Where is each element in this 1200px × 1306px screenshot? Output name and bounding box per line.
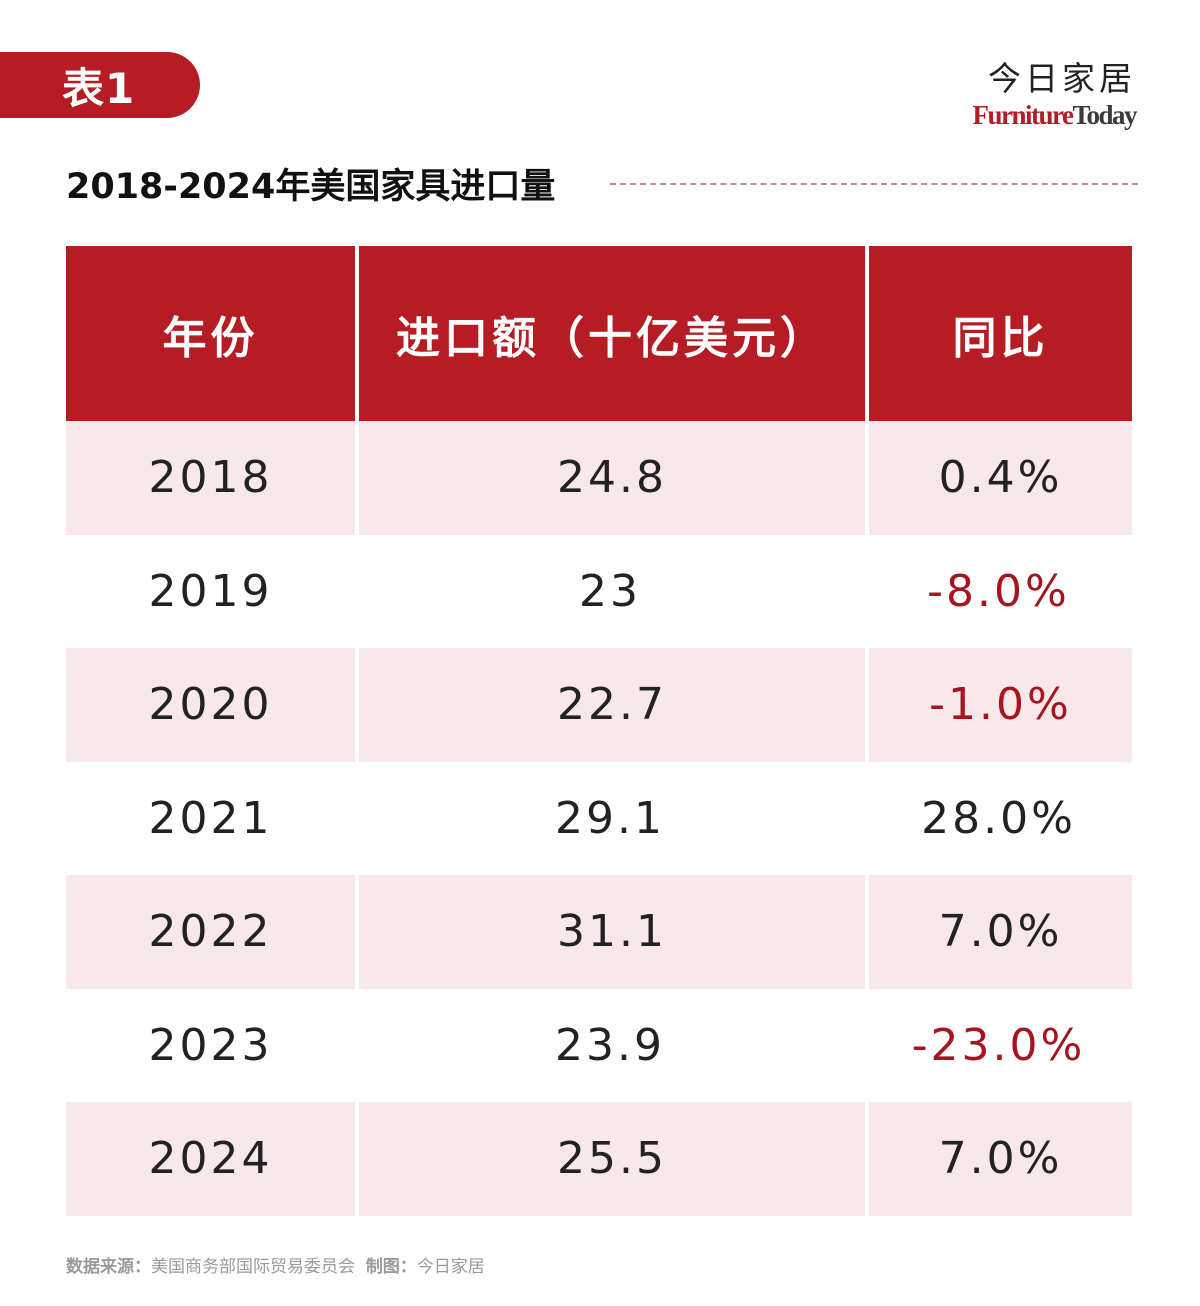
brand-name-cn: 今日家居 (988, 59, 1136, 98)
cell-import-value: 29.1 (555, 792, 665, 844)
cell-year: 2021 (148, 792, 273, 844)
brand-name-en: FurnitureToday (972, 100, 1137, 130)
cell-yoy: -23.0% (911, 1019, 1086, 1071)
cell-import-value: 24.8 (355, 421, 865, 535)
cell-import-value: 31.1 (355, 875, 865, 989)
cell-year: 2024 (148, 1133, 273, 1185)
cell-import-value: 22.7 (355, 648, 865, 762)
column-header-year: 年份 (162, 312, 259, 364)
cell-yoy: 0.4% (865, 421, 1132, 535)
brand-name-en-today: Today (1072, 100, 1137, 130)
cell-year: 2019 (148, 565, 273, 617)
cell-year: 2020 (148, 679, 273, 731)
table-number-label: 表1 (62, 63, 136, 113)
table-row: 2024 25.5 7.0% (66, 1102, 1132, 1216)
cell-import-value: 23 (579, 565, 641, 617)
cell-yoy: -1.0% (865, 648, 1132, 762)
table-row: 2023 23.9 -23.0% (66, 989, 1132, 1103)
cell-year: 2018 (148, 452, 273, 504)
table-number-tab: 表1 (0, 52, 200, 118)
brand-logo: 今日家居 FurnitureToday (972, 59, 1137, 131)
column-header-import-value: 进口额（十亿美元） (355, 246, 865, 421)
brand-name-en-furniture: Furniture (972, 100, 1074, 130)
cell-yoy: 28.0% (921, 792, 1076, 844)
cell-yoy: 7.0% (865, 875, 1132, 989)
cell-import-value: 25.5 (355, 1102, 865, 1216)
made-by-text: 今日家居 (416, 1257, 485, 1277)
column-header-yoy: 同比 (865, 246, 1132, 421)
table-header-row: 年份 进口额（十亿美元） 同比 (66, 246, 1132, 421)
page-title: 2018-2024年美国家具进口量 (66, 167, 556, 207)
cell-year: 2022 (148, 906, 273, 958)
table-row: 2019 23 -8.0% (66, 535, 1132, 649)
table-body: 2018 24.8 0.4% 2019 23 -8.0% 2020 22.7 -1.0% 2021… (66, 421, 1132, 1216)
table-row: 2018 24.8 0.4% (66, 421, 1132, 535)
made-by-label: 制图： (365, 1257, 417, 1277)
source-text: 美国商务部国际贸易委员会 (151, 1257, 355, 1277)
cell-year: 2023 (148, 1019, 273, 1071)
table-row: 2020 22.7 -1.0% (66, 648, 1132, 762)
footer-note: 数据来源：美国商务部国际贸易委员会 制图：今日家居 (66, 1252, 485, 1277)
cell-yoy: -8.0% (927, 565, 1070, 617)
title-dashed-divider (610, 183, 1138, 185)
cell-yoy: 7.0% (865, 1102, 1132, 1216)
table-row: 2022 31.1 7.0% (66, 875, 1132, 989)
source-label: 数据来源： (66, 1257, 151, 1277)
cell-import-value: 23.9 (555, 1019, 665, 1071)
table-row: 2021 29.1 28.0% (66, 762, 1132, 876)
data-table: 年份 进口额（十亿美元） 同比 2018 24.8 0.4% 2019 23 -8.0% 2… (66, 246, 1132, 1216)
